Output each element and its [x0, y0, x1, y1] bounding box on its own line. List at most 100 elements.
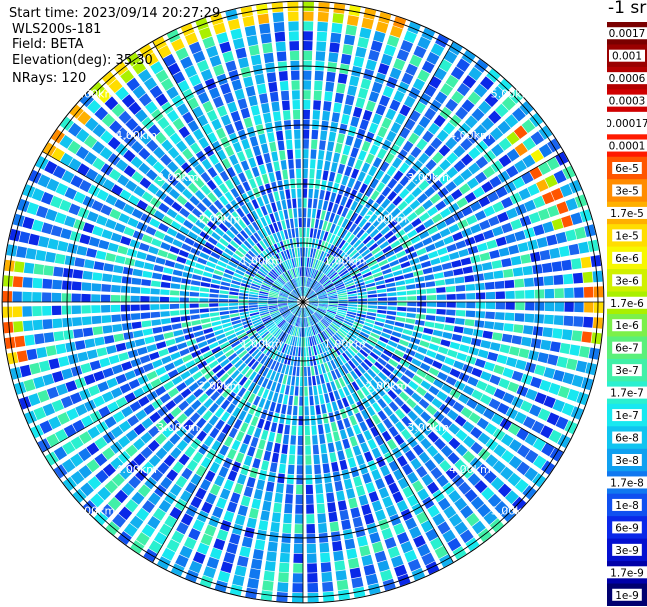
range-gate — [211, 118, 222, 131]
range-gate — [25, 248, 37, 260]
range-gate — [359, 463, 369, 475]
range-gate — [291, 188, 296, 199]
range-gate — [336, 311, 347, 316]
range-gate — [346, 334, 356, 342]
range-gate — [331, 461, 339, 472]
range-gate — [378, 518, 390, 531]
range-gate — [228, 132, 239, 144]
range-gate — [230, 283, 240, 289]
range-gate — [334, 318, 343, 324]
range-gate — [303, 109, 310, 120]
range-gate — [400, 541, 414, 554]
range-gate — [376, 422, 387, 434]
range-gate — [333, 550, 344, 562]
range-gate — [77, 207, 90, 219]
range-gate — [282, 286, 291, 293]
range-gate — [287, 335, 292, 345]
range-gate — [310, 258, 314, 268]
range-gate — [590, 255, 602, 267]
range-gate — [312, 314, 319, 322]
range-gate — [374, 434, 385, 446]
range-gate — [312, 269, 317, 279]
range-gate — [340, 229, 348, 239]
range-gate — [333, 261, 341, 270]
range-gate — [273, 22, 285, 33]
range-gate — [140, 432, 153, 444]
range-gate — [160, 168, 172, 180]
range-gate — [269, 91, 279, 102]
range-gate — [330, 381, 337, 391]
range-gate — [320, 404, 327, 414]
range-gate — [455, 429, 468, 442]
range-gate — [198, 27, 212, 40]
range-gate — [338, 377, 346, 388]
range-gate — [256, 83, 267, 95]
range-gate — [215, 333, 226, 341]
range-gate — [261, 173, 269, 185]
range-gate — [239, 443, 248, 454]
range-label: 1.00km — [324, 254, 366, 267]
range-gate — [341, 114, 350, 125]
range-gate — [153, 210, 165, 221]
range-gate — [466, 293, 476, 300]
range-gate — [188, 41, 202, 55]
range-gate — [62, 317, 73, 328]
range-gate — [183, 536, 197, 550]
range-gate — [309, 316, 315, 325]
range-gate — [379, 241, 390, 250]
range-gate — [232, 395, 241, 406]
range-gate — [497, 483, 512, 498]
range-gate — [256, 529, 267, 541]
range-gate — [297, 198, 302, 208]
range-gate — [466, 214, 478, 225]
range-gate — [152, 272, 163, 280]
range-gate — [434, 438, 446, 450]
range-gate — [303, 317, 305, 328]
range-gate — [191, 350, 202, 358]
range-gate — [362, 325, 373, 332]
range-gate — [314, 249, 319, 259]
range-gate — [300, 247, 303, 257]
range-gate — [399, 127, 411, 139]
range-gate — [439, 228, 451, 238]
range-gate — [538, 208, 550, 221]
range-gate — [146, 370, 158, 381]
range-gate — [247, 358, 256, 368]
range-gate — [212, 274, 223, 281]
range-gate — [307, 317, 311, 327]
range-gate — [75, 403, 88, 416]
range-gate — [387, 389, 398, 400]
range-gate — [210, 391, 221, 401]
range-gate — [258, 520, 269, 531]
range-gate — [291, 291, 299, 298]
range-gate — [328, 296, 338, 299]
range-gate — [68, 122, 82, 137]
range-gate — [188, 182, 199, 194]
range-gate — [271, 181, 278, 192]
range-gate — [399, 391, 410, 402]
range-gate — [211, 320, 222, 327]
range-gate — [374, 169, 385, 181]
range-gate — [423, 356, 434, 365]
range-gate — [297, 247, 300, 257]
range-gate — [448, 490, 462, 503]
range-gate — [231, 211, 241, 221]
colorbar-label: 6e-9 — [615, 522, 639, 534]
range-gate — [400, 261, 411, 269]
range-gate — [180, 370, 191, 380]
range-gate — [309, 356, 314, 366]
range-gate — [374, 375, 384, 386]
range-gate — [483, 511, 498, 525]
range-gate — [311, 238, 316, 248]
range-gate — [305, 287, 309, 297]
range-gate — [219, 294, 229, 299]
range-gate — [418, 230, 430, 240]
range-gate — [547, 205, 560, 218]
range-gate — [115, 143, 129, 156]
range-gate — [157, 556, 171, 570]
range-gate — [303, 286, 305, 296]
range-gate — [487, 191, 499, 203]
range-gate — [163, 454, 176, 467]
range-gate — [174, 154, 186, 166]
range-gate — [180, 513, 194, 526]
